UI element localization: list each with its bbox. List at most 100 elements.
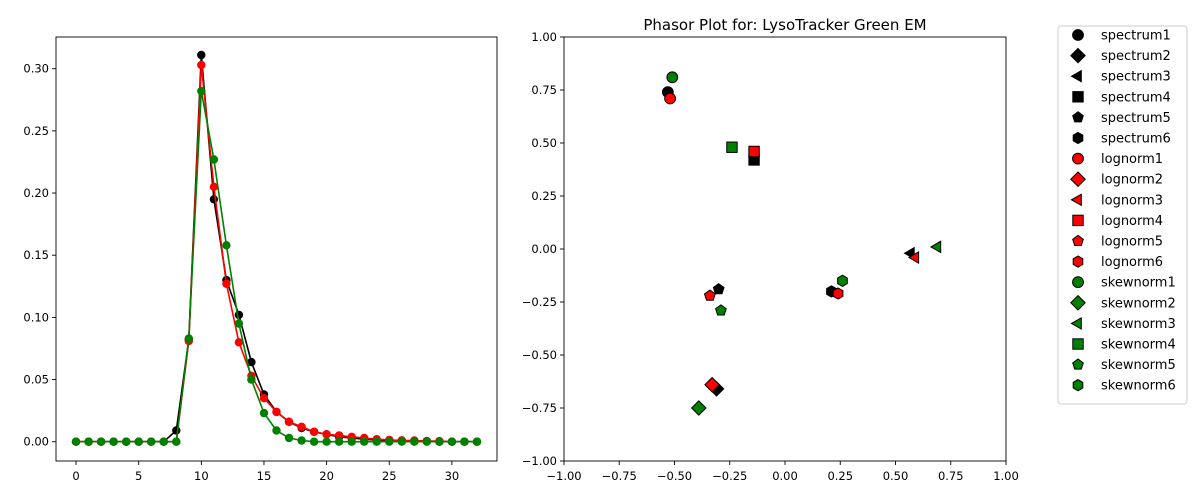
line-point (272, 407, 281, 417)
x-tick-label: 20 (319, 469, 334, 483)
legend-label: lognorm1 (1101, 152, 1163, 167)
x-tick-label: 0.25 (827, 469, 853, 483)
legend-marker-spectrum5 (1072, 111, 1084, 123)
line-point (197, 86, 206, 96)
legend-item: lognorm5 (1072, 235, 1163, 250)
legend-label: lognorm2 (1101, 173, 1163, 188)
legend-label: spectrum3 (1101, 70, 1171, 85)
y-axis-ticks: 0.00 0.05 0.10 0.15 0.20 0.25 0.30 (23, 62, 56, 449)
legend-label: spectrum4 (1101, 90, 1171, 105)
scatter-point-lognorm2 (704, 376, 721, 393)
line-point (284, 433, 294, 443)
legend-marker-skewnorm1 (1072, 276, 1084, 289)
line-point (109, 437, 118, 446)
legend-marker-lognorm2 (1070, 171, 1086, 188)
legend-item: lognorm6 (1072, 255, 1163, 270)
scatter-point-lognorm4 (748, 145, 760, 158)
y-tick-label: −0.25 (522, 295, 557, 309)
x-tick-label: −1.00 (546, 469, 581, 483)
scatter-point-skewnorm3 (929, 240, 942, 254)
line-point (334, 437, 344, 446)
x-tick-label: −0.50 (657, 469, 692, 483)
x-axis-ticks: 0 5 10 15 20 25 30 (72, 461, 459, 483)
x-tick-label: 25 (382, 469, 397, 483)
plot-frame-left (55, 36, 498, 462)
legend-label: skewnorm5 (1101, 358, 1176, 373)
legend-label: spectrum2 (1101, 49, 1171, 64)
line-point (435, 437, 444, 446)
legend-label: lognorm6 (1101, 255, 1163, 270)
line-series-2 (76, 64, 477, 443)
line-point (447, 437, 457, 446)
y-tick-label: 0.30 (23, 62, 49, 76)
scatter-point-skewnorm5 (715, 304, 727, 316)
line-point (247, 357, 256, 367)
plot-frame-right (563, 36, 1007, 462)
legend-marker-skewnorm2 (1070, 294, 1086, 311)
line-point (422, 437, 431, 446)
y-tick-label: 0.75 (531, 83, 557, 97)
legend-marker-lognorm6 (1072, 255, 1084, 268)
line-point (184, 334, 193, 343)
legend-label: lognorm5 (1101, 235, 1163, 250)
legend-marker-spectrum3 (1070, 69, 1082, 83)
line-point (247, 375, 256, 384)
legend-marker-spectrum6 (1072, 131, 1084, 145)
legend-item: spectrum3 (1070, 69, 1171, 85)
line-point (197, 60, 206, 70)
legend-marker-skewnorm4 (1072, 338, 1084, 350)
scatter-point-skewnorm1 (666, 71, 679, 84)
x-tick-label: 0.50 (883, 469, 909, 483)
line-point (472, 437, 482, 446)
scatter-point-lognorm5 (703, 289, 716, 301)
legend-item: spectrum2 (1070, 47, 1171, 64)
y-tick-label: −1.00 (522, 454, 557, 468)
x-tick-label: 1.00 (993, 469, 1019, 483)
x-tick-label: 10 (194, 469, 209, 483)
legend-marker-spectrum2 (1070, 47, 1086, 64)
scatter-points-group (661, 71, 942, 416)
line-point (297, 436, 306, 445)
line-point (360, 437, 369, 446)
x-tick-label: −0.25 (712, 469, 747, 483)
legend-item: lognorm3 (1070, 193, 1163, 208)
legend-item: spectrum5 (1072, 111, 1171, 126)
legend-label: skewnorm4 (1101, 338, 1176, 353)
legend-item: spectrum1 (1072, 29, 1171, 44)
legend-label: skewnorm2 (1101, 296, 1176, 311)
legend-item: lognorm4 (1072, 214, 1163, 229)
y-tick-label: 0.25 (531, 189, 557, 203)
y-tick-label: 0.20 (23, 186, 49, 200)
line-point (234, 338, 244, 347)
y-tick-label: 1.00 (531, 30, 557, 44)
x-tick-label: −0.75 (602, 469, 637, 483)
legend-label: spectrum1 (1101, 29, 1171, 44)
legend-marker-skewnorm6 (1072, 379, 1084, 392)
legend: spectrum1 spectrum2 spectrum3 spectrum4 spec… (1057, 25, 1188, 405)
legend-item: skewnorm1 (1072, 276, 1176, 291)
spectrum-line-plot: 0 5 10 15 20 25 30 0.00 0.05 0.10 0.15 0.20 0.25 0.3… (23, 36, 498, 483)
legend-label: skewnorm3 (1101, 317, 1176, 332)
legend-marker-skewnorm5 (1072, 358, 1084, 370)
line-series-1 (76, 54, 477, 443)
line-point (397, 437, 406, 446)
legend-item: spectrum4 (1072, 90, 1171, 105)
line-point (347, 437, 356, 446)
line-point (272, 426, 281, 435)
phasor-plot-title: Phasor Plot for: LysoTracker Green EM (643, 16, 926, 34)
line-point (322, 437, 331, 446)
scatter-point-skewnorm2 (690, 400, 707, 416)
line-point (322, 430, 331, 439)
scatter-point-skewnorm6 (837, 274, 848, 287)
y-axis-ticks: −1.00 −0.75 −0.50 −0.25 0.00 0.25 0.50 0.75 1.00 (522, 30, 564, 468)
line-point (297, 422, 306, 431)
y-tick-label: 0.05 (23, 373, 49, 387)
legend-item: spectrum6 (1072, 131, 1171, 147)
line-point (159, 437, 168, 446)
legend-label: skewnorm6 (1101, 379, 1176, 394)
legend-label: spectrum6 (1101, 132, 1171, 147)
y-tick-label: 0.50 (531, 136, 557, 150)
legend-item: skewnorm3 (1070, 317, 1176, 332)
y-tick-label: 0.10 (23, 310, 49, 324)
phasor-scatter-plot: Phasor Plot for: LysoTracker Green EM −1… (522, 16, 1019, 483)
